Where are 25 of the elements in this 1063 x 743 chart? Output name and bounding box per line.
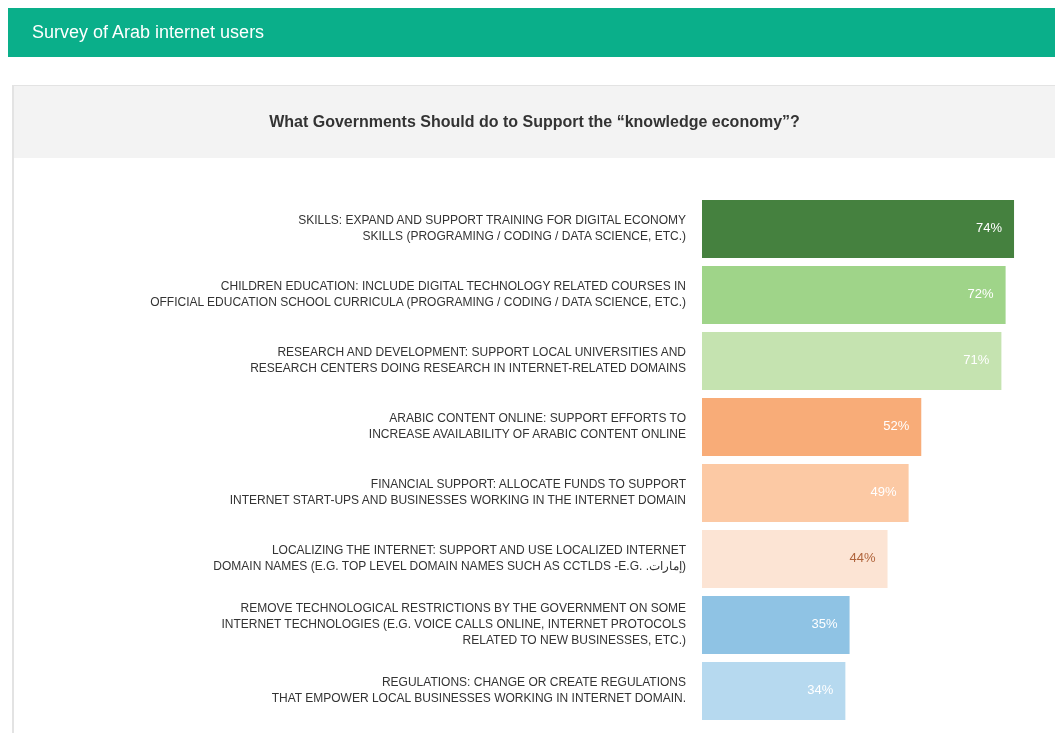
y-tick-label: CHILDREN EDUCATION: INCLUDE DIGITAL TECHNOLOGY RELATED COURSES IN OFFICIAL EDUCATION SCHOOL CURRICULA (PROGRAMING / CODING / DATA SCIENCE, ETC.) [150, 279, 686, 310]
y-tick-label: RESEARCH AND DEVELOPMENT: SUPPORT LOCAL UNIVERSITIES AND RESEARCH CENTERS DOING RESEARCH IN INTERNET-RELATED DOMAINS [250, 345, 687, 376]
data-label: 72% [967, 286, 995, 302]
data-label: 49% [870, 484, 898, 500]
bar [702, 596, 850, 654]
bar [702, 530, 888, 588]
text: What Governments Should do to Support the “knowledge economy”? [14, 86, 1055, 158]
y-tick-label: REMOVE TECHNOLOGICAL RESTRICTIONS BY THE GOVERNMENT ON SOME INTERNET TECHNOLOGIES (E.G. VOICE CALLS ONLINE, INTERNET PROTOCOLS RELATED TO NEW BUSINESSES, ETC.) [221, 601, 686, 648]
bar [702, 398, 922, 456]
data-label: 35% [811, 616, 839, 632]
bar [702, 266, 1006, 324]
bar [702, 464, 909, 522]
data-label: 44% [849, 550, 876, 566]
data-label: 52% [883, 418, 910, 434]
data-label: 71% [963, 352, 990, 368]
y-tick-label: SKILLS: EXPAND AND SUPPORT TRAINING FOR DIGITAL ECONOMY SKILLS (PROGRAMING / CODING / DATA SCIENCE, ETC.) [298, 213, 686, 244]
data-label: 74% [976, 220, 1003, 236]
text: Survey of Arab internet users [8, 8, 1055, 57]
data-label: 34% [807, 682, 834, 698]
y-tick-label: ARABIC CONTENT ONLINE: SUPPORT EFFORTS TO INCREASE AVAILABILITY OF ARABIC CONTENT ONLINE [368, 411, 686, 442]
bar [702, 662, 846, 720]
bar [702, 200, 1015, 258]
y-tick-label: FINANCIAL SUPPORT: ALLOCATE FUNDS TO SUPPORT INTERNET START-UPS AND BUSINESSES WORKING IN THE INTERNET DOMAIN [229, 477, 687, 508]
y-tick-label: REGULATIONS: CHANGE OR CREATE REGULATIONS THAT EMPOWER LOCAL BUSINESSES WORKING IN INTERNET DOMAIN. [271, 675, 686, 706]
bar [702, 332, 1002, 390]
